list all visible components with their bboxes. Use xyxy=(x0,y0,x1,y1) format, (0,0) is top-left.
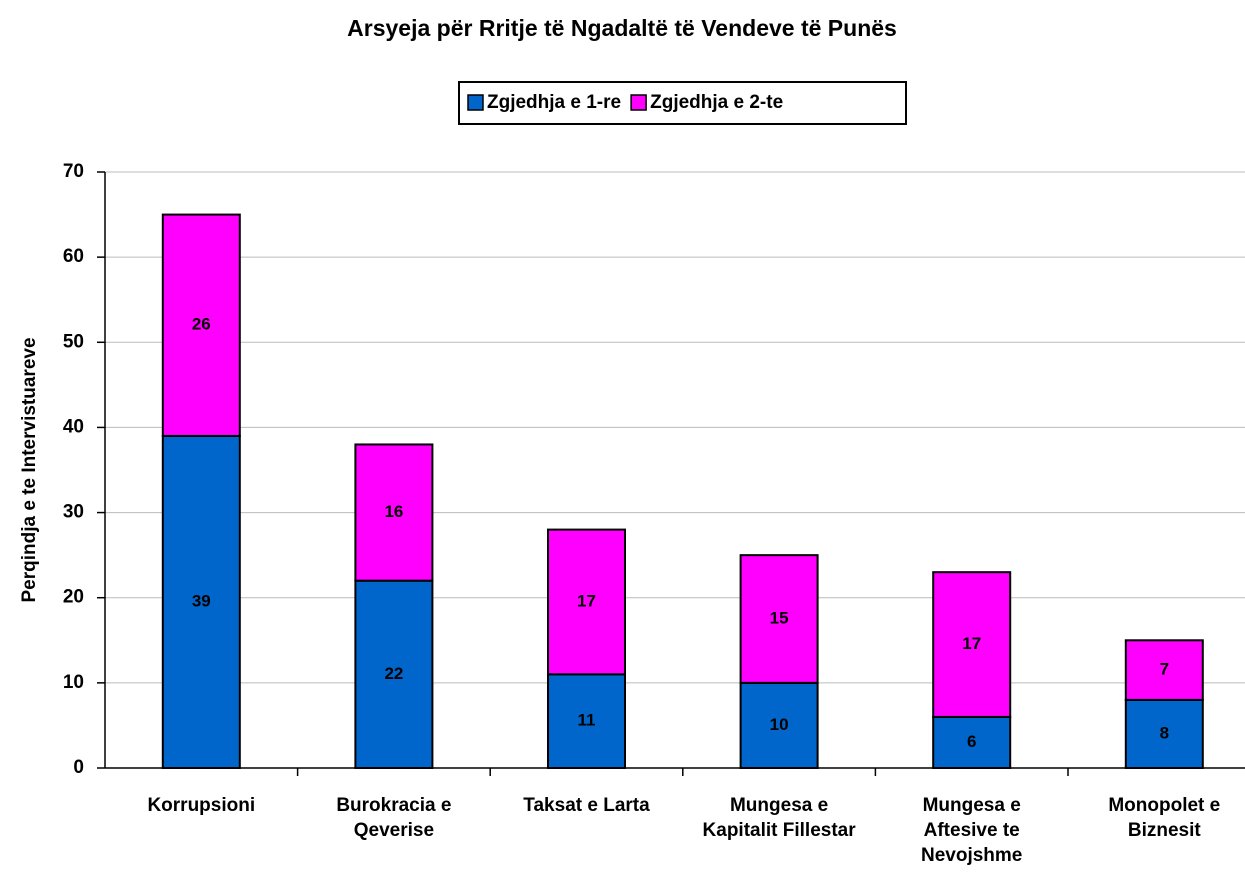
y-tick-label: 50 xyxy=(63,331,84,352)
y-axis-title: Perqindja e te Intervistuareve xyxy=(19,337,40,602)
value-label: 15 xyxy=(770,608,789,627)
x-tick-label: Korrupsioni xyxy=(147,795,256,816)
legend-swatch xyxy=(630,94,647,111)
x-tick-label: Mungesa e Aftesive te Nevojshme xyxy=(921,795,1023,866)
x-tick-label: Taksat e Larta xyxy=(523,795,650,816)
bar-segment xyxy=(547,528,626,676)
bar-segment xyxy=(932,571,1012,718)
value-label: 11 xyxy=(578,711,596,730)
legend-label: Zgjedhja e 2-te xyxy=(650,92,783,113)
bar-segment xyxy=(739,554,819,684)
value-label: 7 xyxy=(1160,660,1169,679)
value-label: 10 xyxy=(770,715,789,734)
legend-box xyxy=(458,81,907,125)
bar-segment xyxy=(547,673,626,769)
bar-segment xyxy=(354,443,434,582)
y-tick-label: 20 xyxy=(63,587,84,608)
bar-segment xyxy=(161,434,241,769)
value-label: 17 xyxy=(962,634,981,653)
bar-segment xyxy=(1124,639,1204,701)
x-tick-label: Burokracia e Qeverise xyxy=(336,795,452,841)
value-label: 16 xyxy=(384,502,403,521)
bar-segment xyxy=(161,213,241,437)
legend-swatch xyxy=(467,94,484,111)
legend-label: Zgjedhja e 1-re xyxy=(487,92,621,113)
value-label: 8 xyxy=(1160,723,1169,742)
value-label: 39 xyxy=(192,591,211,610)
y-tick-label: 0 xyxy=(73,757,84,778)
value-label: 6 xyxy=(967,732,976,751)
x-tick-label: Monopolet e Biznesit xyxy=(1108,795,1221,841)
chart-title: Arsyeja për Rritje të Ngadaltë të Vendev… xyxy=(347,15,897,41)
y-tick-label: 30 xyxy=(63,502,84,523)
y-tick-label: 40 xyxy=(63,416,84,437)
value-label: 22 xyxy=(384,664,403,683)
y-tick-label: 10 xyxy=(63,672,84,693)
bar-segment xyxy=(1124,698,1204,770)
y-tick-label: 60 xyxy=(63,246,84,267)
value-label: 17 xyxy=(577,591,596,610)
value-label: 26 xyxy=(192,315,211,334)
y-tick-label: 70 xyxy=(63,161,84,182)
x-tick-label: Mungesa e Kapitalit Fillestar xyxy=(702,795,856,841)
